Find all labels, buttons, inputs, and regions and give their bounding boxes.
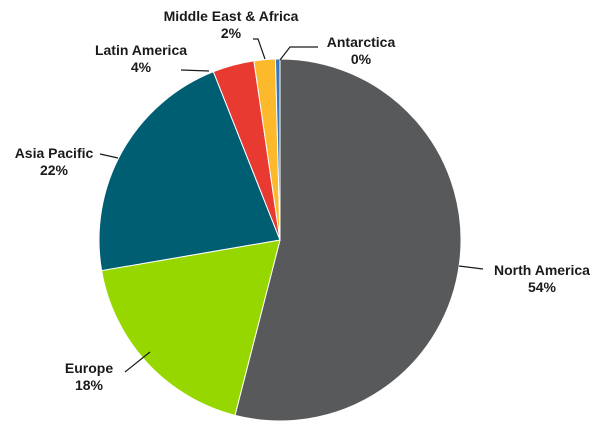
leader-asia-pacific bbox=[99, 153, 119, 159]
label-name-europe: Europe bbox=[65, 360, 113, 376]
pie-slices bbox=[98, 58, 462, 422]
label-name-middle-east-africa: Middle East & Africa bbox=[164, 8, 299, 24]
leader-europe bbox=[124, 351, 151, 373]
slice-europe bbox=[101, 239, 281, 416]
leader-latin-america bbox=[180, 69, 210, 72]
label-percent-middle-east-africa: 2% bbox=[221, 25, 242, 41]
label-percent-north-america: 54% bbox=[528, 279, 557, 295]
leader-antarctica bbox=[279, 46, 318, 61]
label-percent-latin-america: 4% bbox=[131, 59, 152, 75]
label-name-latin-america: Latin America bbox=[95, 42, 187, 58]
label-percent-europe: 18% bbox=[75, 377, 104, 393]
label-name-antarctica: Antarctica bbox=[327, 34, 396, 50]
slice-antarctica bbox=[274, 58, 281, 241]
leader-north-america bbox=[458, 265, 484, 270]
slice-north-america bbox=[234, 58, 462, 422]
label-name-asia-pacific: Asia Pacific bbox=[15, 145, 94, 161]
slice-asia-pacific bbox=[98, 71, 281, 272]
label-percent-antarctica: 0% bbox=[351, 51, 372, 67]
label-percent-asia-pacific: 22% bbox=[40, 162, 69, 178]
label-name-north-america: North America bbox=[494, 262, 590, 278]
leader-middle-east-africa bbox=[253, 38, 266, 60]
leader-lines bbox=[99, 38, 484, 373]
